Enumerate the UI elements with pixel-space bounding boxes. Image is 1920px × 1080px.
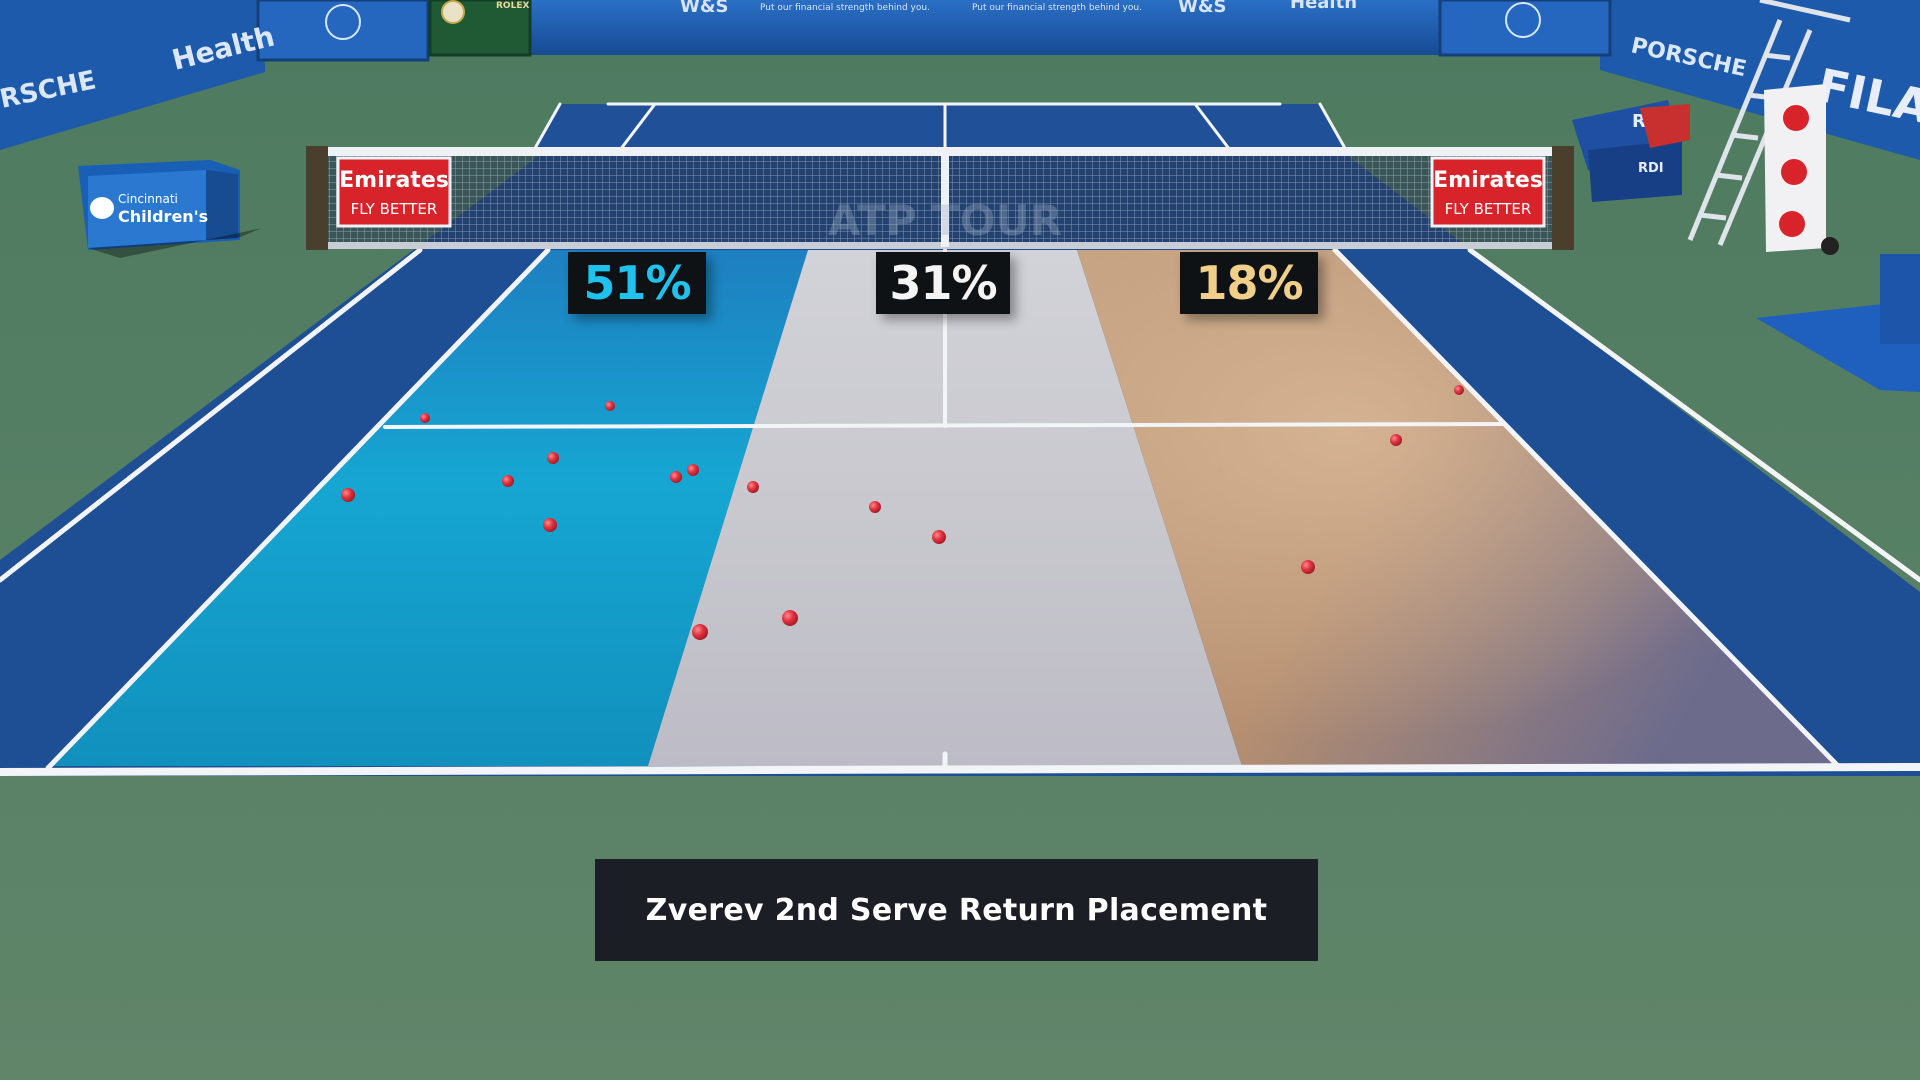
wall-top-tagline-2: Put our financial strength behind you. [972,3,1142,13]
ball-marker [420,413,430,423]
ball-marker [1454,385,1464,395]
wall-top-tagline-1: Put our financial strength behind you. [760,3,930,13]
return-placement-markers [341,385,1464,640]
zone-left-fill [48,250,808,766]
sponsor-boxes-rdi: RDI RDI [1572,100,1690,202]
court-lines [0,102,1920,776]
ball-marker [869,501,881,513]
motorola-logo-icons [1779,105,1809,237]
clock-icon [441,0,465,24]
svg-text:FLY BETTER: FLY BETTER [1445,200,1532,218]
net-banner-left: Emirates FLY BETTER [336,156,452,228]
wall-panel-left-logo [256,0,430,62]
wall-top-health: Health [1290,0,1357,13]
right-side-wall [1600,0,1920,160]
caption-title: Zverev 2nd Serve Return Placement [645,892,1268,928]
ball-marker [547,452,559,464]
svg-text:Emirates: Emirates [1433,168,1543,193]
shield-icon [1505,2,1541,38]
ball-marker [670,471,682,483]
zone-right-glow [1077,250,1840,766]
wall-clock-text: ROLEX [496,1,529,11]
ball-marker [692,624,708,640]
ball-marker [605,401,615,411]
zone-left-percentage: 51% [568,252,706,314]
ball-marker [687,464,699,476]
svg-text:Children's: Children's [118,207,208,226]
wall-panel-right-logo [1438,0,1612,57]
chair-wheel [1821,237,1839,255]
right-ad-mat [1756,300,1920,392]
far-court [534,104,1346,150]
zone-center-fill [648,250,1242,766]
right-ad-box [1880,254,1920,344]
ball-marker [747,481,759,493]
wall-top-ws-1: W&S [680,0,729,17]
ball-marker [932,530,946,544]
net-post-right [1552,146,1574,250]
svg-text:RDI: RDI [1638,161,1664,176]
shield-icon [325,4,361,40]
tennis-net: ATP TOUR [306,146,1574,250]
left-side-wall [0,0,265,150]
net-post-left [306,146,328,250]
ball-marker [1301,560,1315,574]
rolex-clock-board [428,0,532,57]
svg-text:Cincinnati: Cincinnati [118,192,178,206]
zone-center-percentage: 31% [876,252,1010,314]
ball-marker [502,475,514,487]
ball-marker [782,610,798,626]
zone-right-percentage: 18% [1180,252,1318,314]
wall-top-ws-2: W&S [1178,0,1227,17]
sponsor-box-childrens: Cincinnati Children's [78,160,262,258]
ball-marker [1390,434,1402,446]
net-banner-right: Emirates FLY BETTER [1430,156,1546,228]
svg-text:FLY BETTER: FLY BETTER [351,200,438,218]
caption-banner: Zverev 2nd Serve Return Placement [595,859,1318,961]
svg-text:Emirates: Emirates [339,168,449,193]
net-band-text: ATP TOUR [828,196,1062,245]
ball-marker [341,488,355,502]
ball-marker [543,518,557,532]
